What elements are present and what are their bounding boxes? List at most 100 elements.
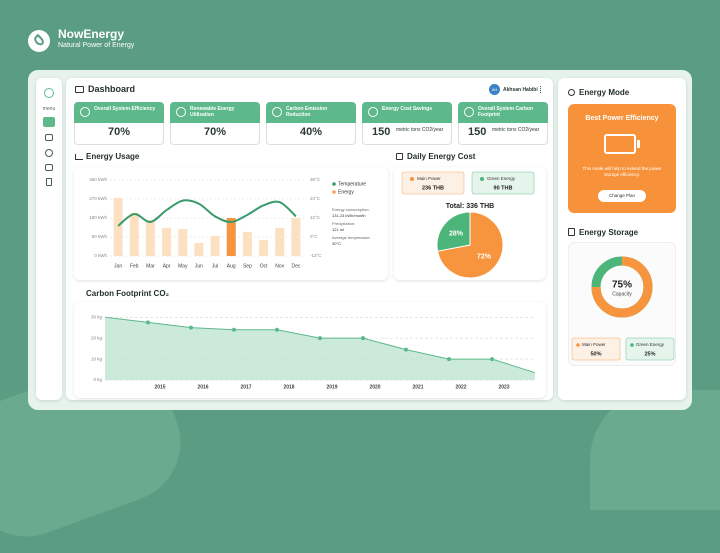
section-title: Daily Energy Cost (407, 152, 476, 161)
y-tick-label: 360 kWh (89, 177, 107, 182)
battery-cap (637, 140, 640, 148)
kpi-body (74, 123, 164, 145)
avatar[interactable]: AH (489, 84, 500, 95)
chart-card: 0 kg 10 kg 20 kg 30 kg 2015 2016 2017 2018 2019 2… (74, 302, 546, 398)
section-title: Carbon Footprint CO₂ (86, 289, 170, 298)
legend-label: Energy (338, 189, 354, 195)
menu-item[interactable] (46, 178, 52, 186)
section-title: Energy Storage (579, 228, 639, 237)
point (146, 320, 150, 325)
page-title: Dashboard (88, 84, 136, 94)
bar (259, 239, 269, 256)
legend-amount: 236 THB (422, 185, 444, 191)
bar (210, 235, 220, 256)
menu-item[interactable] (45, 149, 53, 157)
point (447, 357, 451, 362)
x-tick-label: 2017 (240, 384, 251, 390)
more-menu[interactable] (540, 86, 542, 93)
point (361, 336, 365, 341)
menu-item[interactable] (43, 117, 55, 127)
line (117, 199, 297, 227)
legend-amount: 90 THB (494, 185, 513, 191)
menu-label: menu (42, 106, 56, 112)
bar (291, 218, 301, 256)
x-tick-label: Aug (227, 263, 236, 269)
bar (162, 227, 172, 256)
kpi-icon (464, 107, 474, 117)
legend-swatch (332, 190, 336, 194)
kpi-value: 70% (107, 126, 131, 138)
x-tick-label: Apr (163, 263, 171, 269)
kpi-value: 150 (468, 126, 487, 138)
pie-slice (436, 211, 471, 252)
point (490, 357, 494, 362)
brand-name: NowEnergy (58, 27, 125, 41)
daily-cost-chart: Main Power 236 THB Green Energy 90 THB Total… (401, 171, 535, 279)
pie-label: 72% (477, 253, 492, 260)
carbon-chart: 0 kg 10 kg 20 kg 30 kg 2015 2016 2017 2018 2019 2… (91, 314, 536, 390)
sidebar-logo (44, 88, 54, 98)
kpi-label: Overall System Carbon Footprint (478, 106, 534, 118)
kpi-icon (272, 107, 282, 117)
bar (275, 227, 285, 256)
area (105, 317, 535, 380)
y-tick-label: 0 kWh (94, 253, 107, 258)
kpi-icon (368, 107, 378, 117)
legend-box (625, 337, 675, 361)
dashboard-icon (75, 86, 84, 93)
change-plan-button[interactable]: Change Plan (598, 190, 646, 202)
donut-caption: Capacity (612, 291, 632, 297)
x-tick-label: Nov (275, 263, 284, 269)
bar (226, 218, 236, 256)
x-tick-label: Jun (195, 263, 203, 269)
x-tick-label: Jan (114, 263, 122, 269)
point (404, 347, 408, 352)
legend-swatch (480, 177, 484, 181)
kpi-body (266, 123, 356, 145)
y-tick-label: 30 kg (91, 314, 103, 319)
y2-tick-label: 36°C (310, 177, 321, 182)
logo-leaf (32, 33, 46, 48)
kpi-header (74, 102, 164, 123)
donut-value: 75% (612, 280, 632, 291)
y2-tick-label: 24°C (310, 196, 321, 201)
bar (145, 220, 155, 256)
pie-label: 28% (449, 230, 464, 237)
donut-arc (591, 256, 653, 318)
kpi-header (362, 102, 452, 123)
x-tick-label: 2022 (455, 384, 466, 390)
x-tick-label: 2018 (283, 384, 294, 390)
kpi-body (170, 123, 260, 145)
section-icon (75, 154, 83, 160)
menu-item[interactable] (45, 134, 53, 141)
y2-tick-label: 12°C (310, 215, 321, 220)
annotation-value: 30°C (332, 241, 341, 246)
x-tick-label: 2020 (369, 384, 380, 390)
kpi-unit: metric tons CO2/year (396, 127, 444, 133)
kpi-label: Energy Cost Savings (382, 106, 433, 112)
x-tick-label: Jul (212, 263, 218, 269)
legend-label: Temperature (338, 181, 366, 187)
kpi-header (458, 102, 548, 123)
menu-item[interactable] (45, 164, 53, 171)
kpi-body (362, 123, 452, 145)
kpi-value: 150 (372, 126, 391, 138)
x-tick-label: 2019 (326, 384, 337, 390)
kpi-label: Overall System Efficiency (94, 106, 156, 112)
kpi-unit: metric tons CO2/year (492, 127, 540, 133)
legend-box (471, 171, 535, 195)
brand-tagline: Natural Power of Energy (58, 42, 135, 49)
legend-box (401, 171, 465, 195)
x-tick-label: Mar (146, 263, 155, 269)
x-tick-label: 2016 (197, 384, 208, 390)
storage-card: 75% Capacity Main Power 50% Green Energy 25% (568, 242, 676, 366)
legend-swatch (576, 343, 580, 347)
user-name[interactable]: Akhsan Habibi (503, 87, 538, 93)
y-tick-label: 180 kWh (89, 215, 107, 220)
section-title: Energy Usage (86, 152, 140, 161)
kpi-header (266, 102, 356, 123)
legend-box (571, 337, 621, 361)
legend-swatch (630, 343, 634, 347)
kpi-icon (80, 107, 90, 117)
legend-swatch (410, 177, 414, 181)
